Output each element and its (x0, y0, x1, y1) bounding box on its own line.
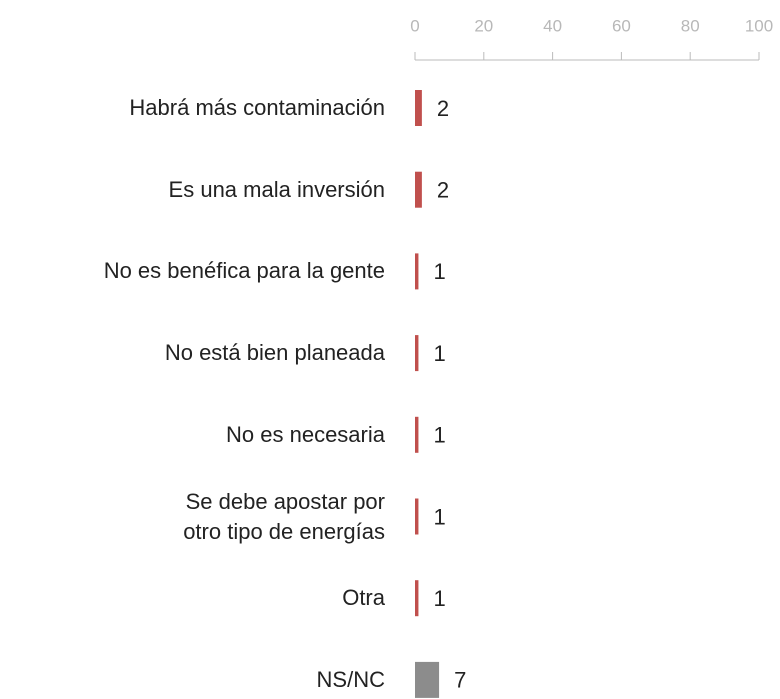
bar (415, 416, 419, 453)
value-label: 1 (433, 259, 445, 284)
category-label: No está bien planeada (164, 340, 385, 366)
category-label: Otra (342, 585, 385, 611)
category-label: Habrá más contaminación (129, 95, 385, 120)
category-label: NS/NC (316, 666, 385, 692)
value-label: 7 (454, 668, 466, 693)
category-label: No es benéfica para la gente (103, 258, 385, 284)
bar (415, 661, 440, 698)
bar (415, 335, 419, 372)
bar (415, 171, 422, 208)
x-tick-label: 100 (745, 16, 773, 35)
value-label: 2 (437, 178, 449, 203)
category-label: Se debe apostar por otro tipo de energía… (183, 488, 385, 544)
value-label: 1 (433, 504, 445, 529)
bar (415, 498, 419, 535)
value-label: 2 (437, 96, 449, 121)
value-label: 1 (433, 341, 445, 366)
bar (415, 580, 419, 617)
x-tick-label: 0 (410, 16, 419, 35)
x-tick-label: 40 (543, 16, 562, 35)
bar (415, 90, 422, 126)
category-label: Es una mala inversión (168, 176, 385, 202)
value-label: 1 (433, 586, 445, 611)
category-label: No es necesaria (226, 421, 385, 447)
x-tick-label: 60 (612, 16, 631, 35)
bar (415, 253, 419, 290)
x-tick-label: 80 (681, 16, 700, 35)
x-tick-label: 20 (474, 16, 493, 35)
value-label: 1 (433, 423, 445, 448)
